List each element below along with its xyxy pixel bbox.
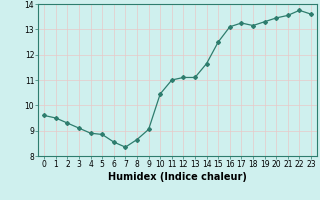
X-axis label: Humidex (Indice chaleur): Humidex (Indice chaleur) [108,172,247,182]
